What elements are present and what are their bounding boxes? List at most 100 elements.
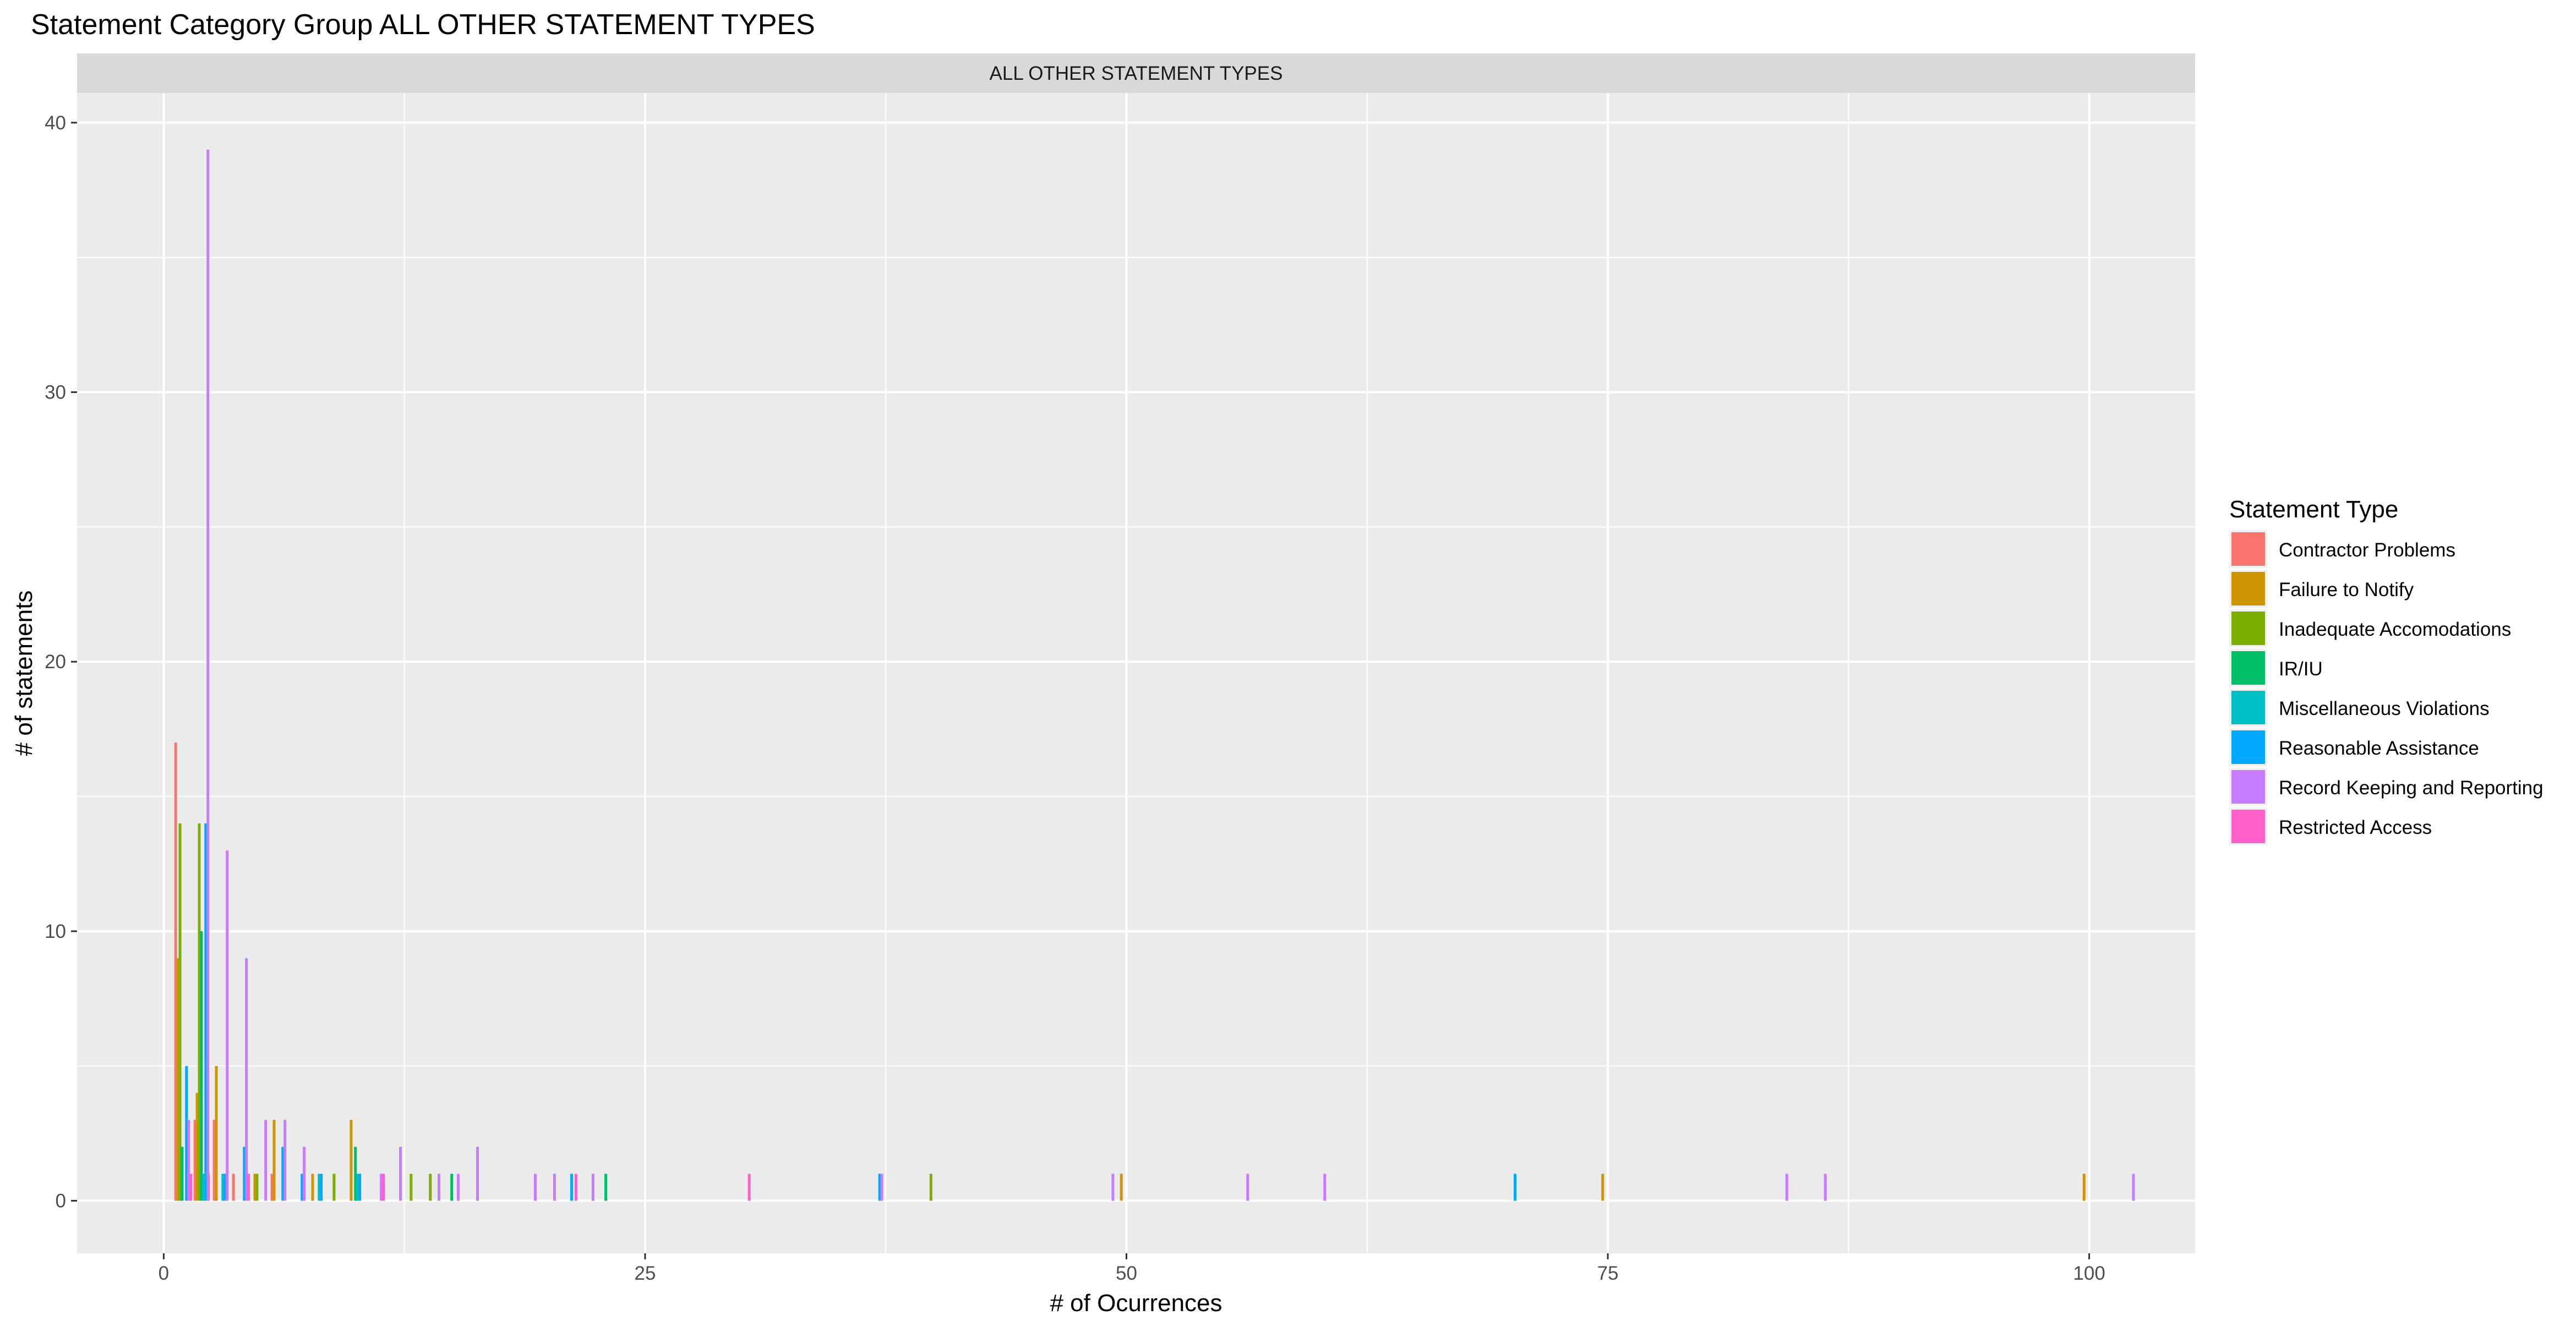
bar [747, 1173, 751, 1201]
bar [255, 1173, 259, 1201]
bar [570, 1173, 573, 1201]
bar [878, 1173, 881, 1201]
bar [204, 823, 208, 1201]
bar [311, 1173, 314, 1201]
bar [1514, 1173, 1517, 1201]
bar [354, 1147, 357, 1201]
bar [2132, 1173, 2135, 1201]
legend-title: Statement Type [2229, 496, 2398, 523]
bar [264, 1120, 268, 1201]
y-tick-label: 0 [56, 1191, 66, 1212]
bar [438, 1173, 441, 1201]
bar [574, 1173, 577, 1201]
bar [553, 1173, 556, 1201]
legend-swatch [2231, 691, 2265, 724]
x-tick-label: 100 [2073, 1263, 2105, 1284]
x-tick-label: 0 [159, 1263, 169, 1284]
x-axis-title: # of Ocurrences [1050, 1290, 1222, 1317]
y-tick-label: 30 [45, 382, 66, 403]
bar [476, 1147, 479, 1201]
bar [1111, 1173, 1115, 1201]
legend-label: Inadequate Accomodations [2279, 619, 2511, 640]
bar [604, 1173, 608, 1201]
bar [450, 1173, 454, 1201]
bar [410, 1173, 413, 1201]
legend-swatch [2231, 730, 2265, 764]
bar [206, 149, 210, 1201]
legend-label: Restricted Access [2279, 817, 2432, 838]
bar [272, 1120, 276, 1201]
bar [2082, 1173, 2086, 1201]
bar [189, 1173, 193, 1201]
legend-swatch [2231, 532, 2265, 566]
facet-strip-label: ALL OTHER STATEMENT TYPES [990, 63, 1283, 84]
y-tick-label: 10 [45, 921, 66, 942]
plot-panel [77, 93, 2195, 1253]
bar-marks [174, 149, 2135, 1201]
y-axis-title: # of statements [10, 591, 37, 756]
bar [1824, 1173, 1827, 1201]
bar [301, 1173, 304, 1201]
legend-label: Reasonable Assistance [2279, 738, 2479, 759]
x-tick-label: 75 [1597, 1263, 1619, 1284]
bar [221, 1173, 225, 1201]
bar [200, 931, 203, 1201]
legend-label: Miscellaneous Violations [2279, 698, 2490, 719]
legend-swatch [2231, 651, 2265, 685]
bar [202, 1173, 205, 1201]
bar [253, 1173, 256, 1201]
y-axis: 0 10 20 30 40 [45, 112, 77, 1212]
bar [1120, 1173, 1123, 1201]
bar [399, 1147, 402, 1201]
bar [193, 1120, 197, 1201]
bar [247, 1173, 250, 1201]
bar [880, 1173, 883, 1201]
legend-label: Failure to Notify [2279, 579, 2414, 601]
y-tick-label: 20 [45, 651, 66, 673]
bar [457, 1173, 460, 1201]
bar [198, 823, 201, 1201]
x-tick-label: 25 [634, 1263, 656, 1284]
x-tick-label: 50 [1116, 1263, 1137, 1284]
bar [356, 1173, 359, 1201]
bar [358, 1173, 362, 1201]
bar [176, 958, 179, 1201]
bar [181, 1147, 184, 1201]
chart-title: Statement Category Group ALL OTHER STATE… [31, 9, 815, 41]
bar [1323, 1173, 1327, 1201]
bar [270, 1173, 274, 1201]
bar [226, 850, 229, 1201]
legend-label: Contractor Problems [2279, 539, 2455, 561]
bar [212, 1120, 216, 1201]
bar [185, 1066, 188, 1201]
legend: Contractor Problems Failure to Notify Inad… [2229, 530, 2544, 845]
bar [1601, 1173, 1604, 1201]
facet-strip [77, 53, 2195, 93]
legend-swatch [2231, 612, 2265, 645]
bar [350, 1120, 353, 1201]
bar [533, 1173, 537, 1201]
bar [929, 1173, 932, 1201]
bar [223, 1173, 227, 1201]
bar [283, 1120, 287, 1201]
bar [318, 1173, 321, 1201]
bar [1785, 1173, 1788, 1201]
bar [303, 1147, 306, 1201]
bar [429, 1173, 432, 1201]
bar [380, 1173, 383, 1201]
bar [195, 1093, 199, 1201]
bar [320, 1173, 323, 1201]
bar [281, 1147, 285, 1201]
legend-swatch [2231, 810, 2265, 843]
x-axis: 0 25 50 75 100 [159, 1253, 2105, 1284]
bar [591, 1173, 594, 1201]
legend-swatch [2231, 770, 2265, 804]
bar [215, 1066, 218, 1201]
bar [178, 823, 182, 1201]
bar [232, 1173, 235, 1201]
y-tick-label: 40 [45, 112, 66, 134]
bar [332, 1173, 336, 1201]
bar [243, 1147, 246, 1201]
legend-swatch [2231, 572, 2265, 605]
